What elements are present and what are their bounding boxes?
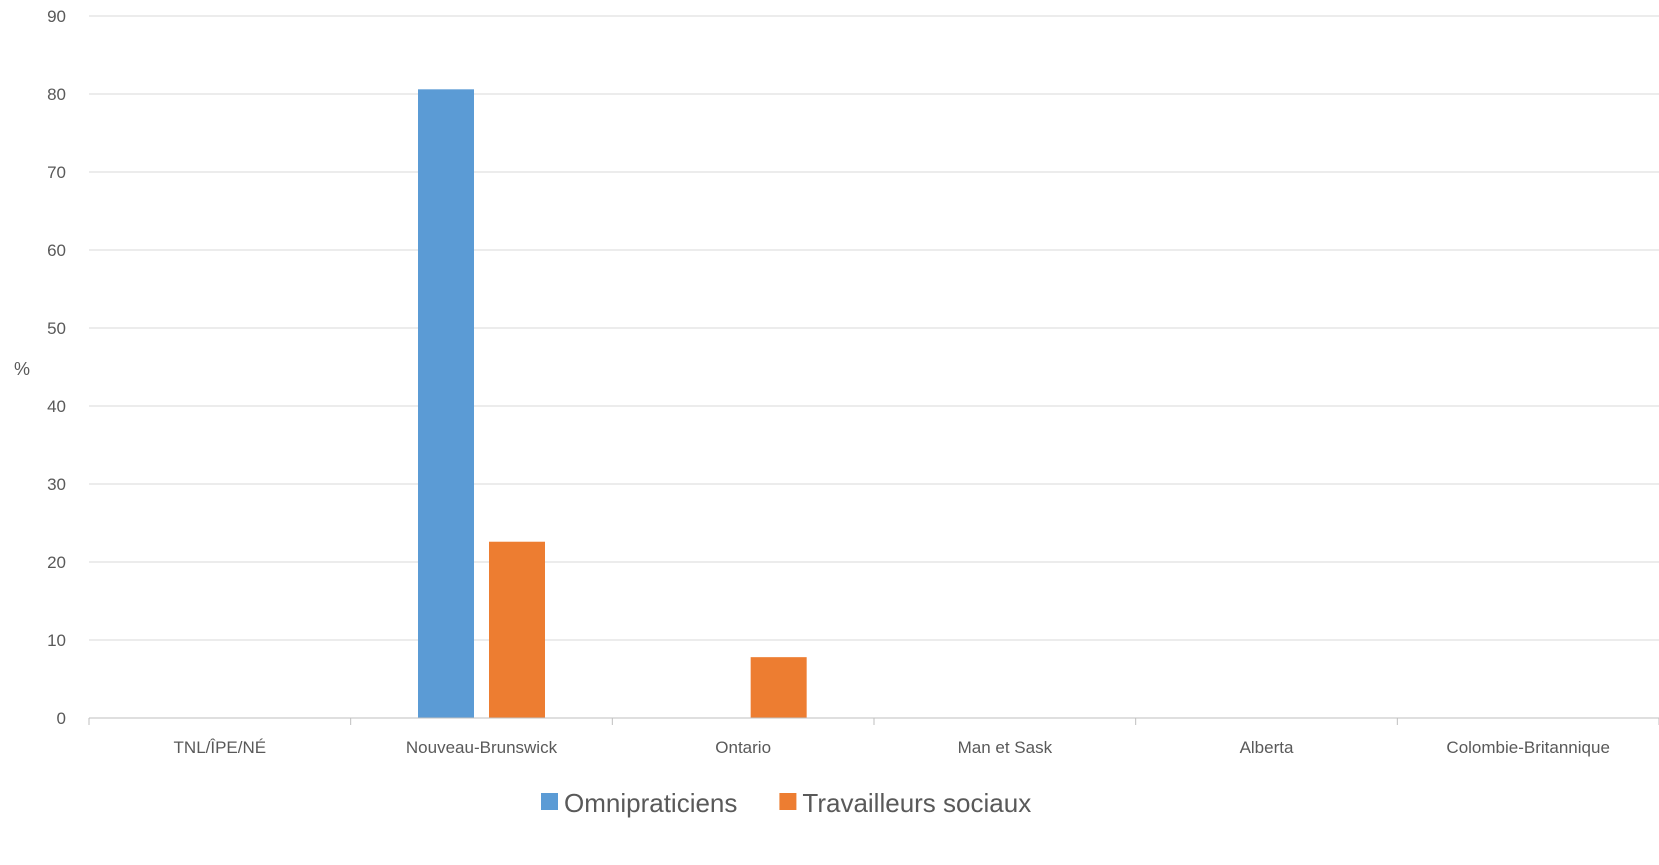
y-tick-label: 80 xyxy=(47,85,66,104)
x-tick-label: Man et Sask xyxy=(958,738,1053,757)
x-axis-ticks: TNL/ÎPE/NÉ Nouveau-Brunswick Ontario Man et… xyxy=(174,738,1610,757)
x-tick-label: Alberta xyxy=(1240,738,1294,757)
x-tick-label: Ontario xyxy=(715,738,771,757)
legend-swatch xyxy=(779,793,797,810)
y-tick-label: 10 xyxy=(47,631,66,650)
bars xyxy=(418,89,807,718)
bar xyxy=(489,541,545,718)
y-tick-label: 0 xyxy=(57,709,66,728)
y-axis-label: % xyxy=(14,359,30,379)
x-tick-label: Nouveau-Brunswick xyxy=(406,738,558,757)
y-tick-label: 50 xyxy=(47,319,66,338)
y-tick-label: 70 xyxy=(47,163,66,182)
y-tick-label: 30 xyxy=(47,475,66,494)
bar xyxy=(418,89,474,718)
x-axis xyxy=(88,717,1659,725)
y-tick-label: 60 xyxy=(47,241,66,260)
y-tick-label: 90 xyxy=(47,7,66,26)
y-tick-label: 20 xyxy=(47,553,66,572)
legend: Omnipraticiens Travailleurs sociaux xyxy=(541,788,1031,818)
legend-swatch xyxy=(541,793,558,810)
x-tick-label: TNL/ÎPE/NÉ xyxy=(174,738,267,757)
y-tick-label: 40 xyxy=(47,397,66,416)
y-axis-ticks: 0 10 20 30 40 50 60 70 80 90 xyxy=(47,7,66,728)
x-tick-label: Colombie-Britannique xyxy=(1446,738,1609,757)
legend-label: Omnipraticiens xyxy=(564,788,737,818)
gridlines xyxy=(89,15,1659,641)
legend-label: Travailleurs sociaux xyxy=(802,788,1031,818)
bar xyxy=(750,657,807,718)
